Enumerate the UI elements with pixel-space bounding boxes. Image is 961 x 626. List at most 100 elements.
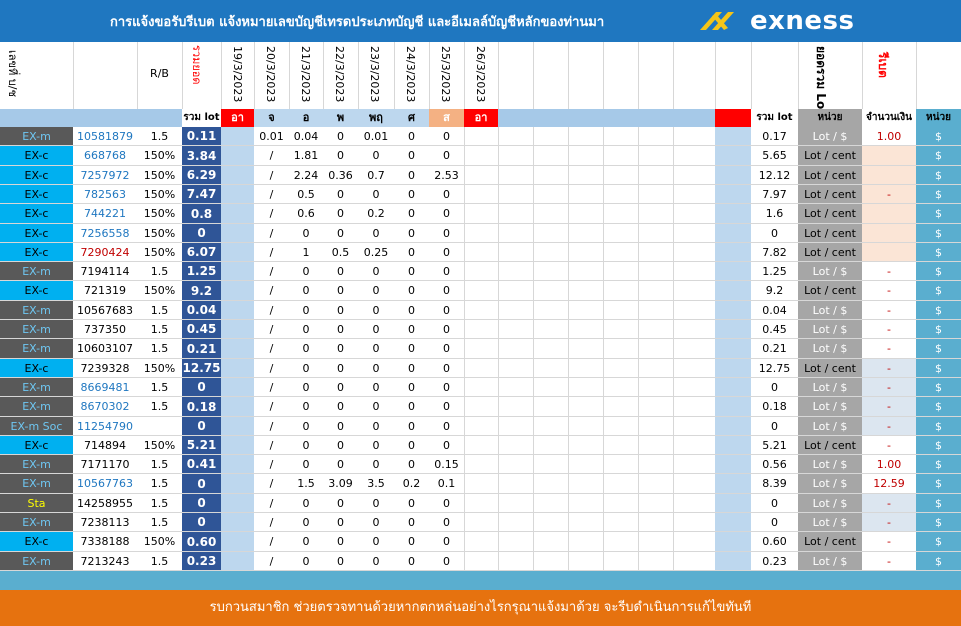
grid-line — [0, 493, 961, 494]
spacer-cell — [715, 455, 751, 474]
day-value: 0 — [394, 243, 429, 262]
day-value: 0 — [429, 397, 464, 417]
account-number: 10581879 — [73, 127, 137, 146]
day-value: / — [254, 146, 289, 166]
sum-lot: 0 — [751, 378, 798, 397]
currency: $ — [916, 436, 961, 455]
lot-unit: Lot / cent — [798, 166, 862, 185]
day-value: / — [254, 378, 289, 397]
grid-line — [673, 42, 674, 571]
total-lot: 0.18 — [182, 397, 221, 417]
day-value: 0 — [323, 339, 358, 359]
day-value: 0 — [358, 185, 394, 204]
rebate-rate: 150% — [137, 166, 182, 185]
day-value: 0 — [429, 301, 464, 320]
exness-mark-icon — [700, 12, 734, 30]
day-value: / — [254, 513, 289, 532]
spacer-cell — [715, 532, 751, 552]
day-value: 0 — [358, 436, 394, 455]
currency: $ — [916, 262, 961, 281]
day-value: 0 — [429, 359, 464, 378]
lot-unit: Lot / cent — [798, 532, 862, 552]
account-type: EX-m — [0, 301, 73, 320]
total-lot: 0 — [182, 513, 221, 532]
footer-band — [0, 571, 961, 590]
total-lot: 0.21 — [182, 339, 221, 359]
grid-line — [0, 416, 961, 417]
page-title: การแจ้งขอรับรีเบต แจ้งหมายเลขบัญชีเทรดปร… — [110, 15, 605, 30]
day-value: 0 — [429, 513, 464, 532]
rebate-rate: 1.5 — [137, 262, 182, 281]
grid-line — [0, 473, 961, 474]
rebate-rate: 1.5 — [137, 320, 182, 339]
rebate-amount: 12.59 — [862, 474, 916, 494]
rebate-amount: - — [862, 359, 916, 378]
header-unit2: หน่วย — [916, 109, 961, 127]
day-value: / — [254, 494, 289, 513]
day-value: 0 — [358, 339, 394, 359]
sum-lot: 0 — [751, 417, 798, 436]
currency: $ — [916, 224, 961, 243]
day-value: / — [254, 204, 289, 224]
day-value: 0 — [394, 359, 429, 378]
day-value: 0 — [289, 339, 323, 359]
header-right-total: รวม lot — [751, 109, 798, 127]
sum-lot: 7.82 — [751, 243, 798, 262]
sum-lot: 1.25 — [751, 262, 798, 281]
day-value: 0 — [394, 494, 429, 513]
spacer-cell — [715, 474, 751, 494]
account-type: EX-c — [0, 166, 73, 185]
header-day: อา — [464, 109, 498, 127]
sum-lot: 7.97 — [751, 185, 798, 204]
day-value: 0 — [358, 146, 394, 166]
lot-unit: Lot / $ — [798, 339, 862, 359]
day-value: 1.5 — [289, 474, 323, 494]
total-lot: 0 — [182, 224, 221, 243]
account-type: EX-c — [0, 146, 73, 166]
currency: $ — [916, 455, 961, 474]
rebate-rate — [137, 417, 182, 436]
day-value: 0 — [429, 320, 464, 339]
header-sum-lot: รวม lot — [182, 109, 221, 127]
total-lot: 7.47 — [182, 185, 221, 204]
day-value: 0 — [289, 417, 323, 436]
spacer-cell — [715, 166, 751, 185]
day-value: 0 — [394, 127, 429, 146]
currency: $ — [916, 281, 961, 301]
day-value: / — [254, 166, 289, 185]
day-value: 0 — [394, 281, 429, 301]
rebate-amount: - — [862, 185, 916, 204]
grid-line — [533, 42, 534, 571]
lot-unit: Lot / cent — [798, 204, 862, 224]
spacer-cell — [715, 552, 751, 571]
account-number: 7238113 — [73, 513, 137, 532]
rebate-rate: 1.5 — [137, 378, 182, 397]
grid-line — [0, 358, 961, 359]
total-lot: 0.8 — [182, 204, 221, 224]
rebate-rate: 150% — [137, 281, 182, 301]
day-value — [221, 243, 254, 262]
currency: $ — [916, 127, 961, 146]
day-value — [221, 378, 254, 397]
day-value: / — [254, 224, 289, 243]
lot-unit: Lot / cent — [798, 281, 862, 301]
lot-unit: Lot / $ — [798, 494, 862, 513]
account-type: EX-m Soc — [0, 417, 73, 436]
day-value: 0 — [429, 339, 464, 359]
day-value: 0.2 — [358, 204, 394, 224]
day-value: 0 — [429, 494, 464, 513]
total-lot: 6.29 — [182, 166, 221, 185]
day-value: 0 — [358, 359, 394, 378]
day-value: 0 — [394, 166, 429, 185]
day-value: 0 — [358, 532, 394, 552]
account-type: EX-c — [0, 436, 73, 455]
day-value: / — [254, 359, 289, 378]
day-value: 0 — [358, 552, 394, 571]
grid-line — [0, 531, 961, 532]
account-number: 8669481 — [73, 378, 137, 397]
account-type: Sta — [0, 494, 73, 513]
day-value: 0 — [358, 494, 394, 513]
sum-lot: 5.65 — [751, 146, 798, 166]
day-value: 0 — [358, 417, 394, 436]
grid-line — [0, 396, 961, 397]
